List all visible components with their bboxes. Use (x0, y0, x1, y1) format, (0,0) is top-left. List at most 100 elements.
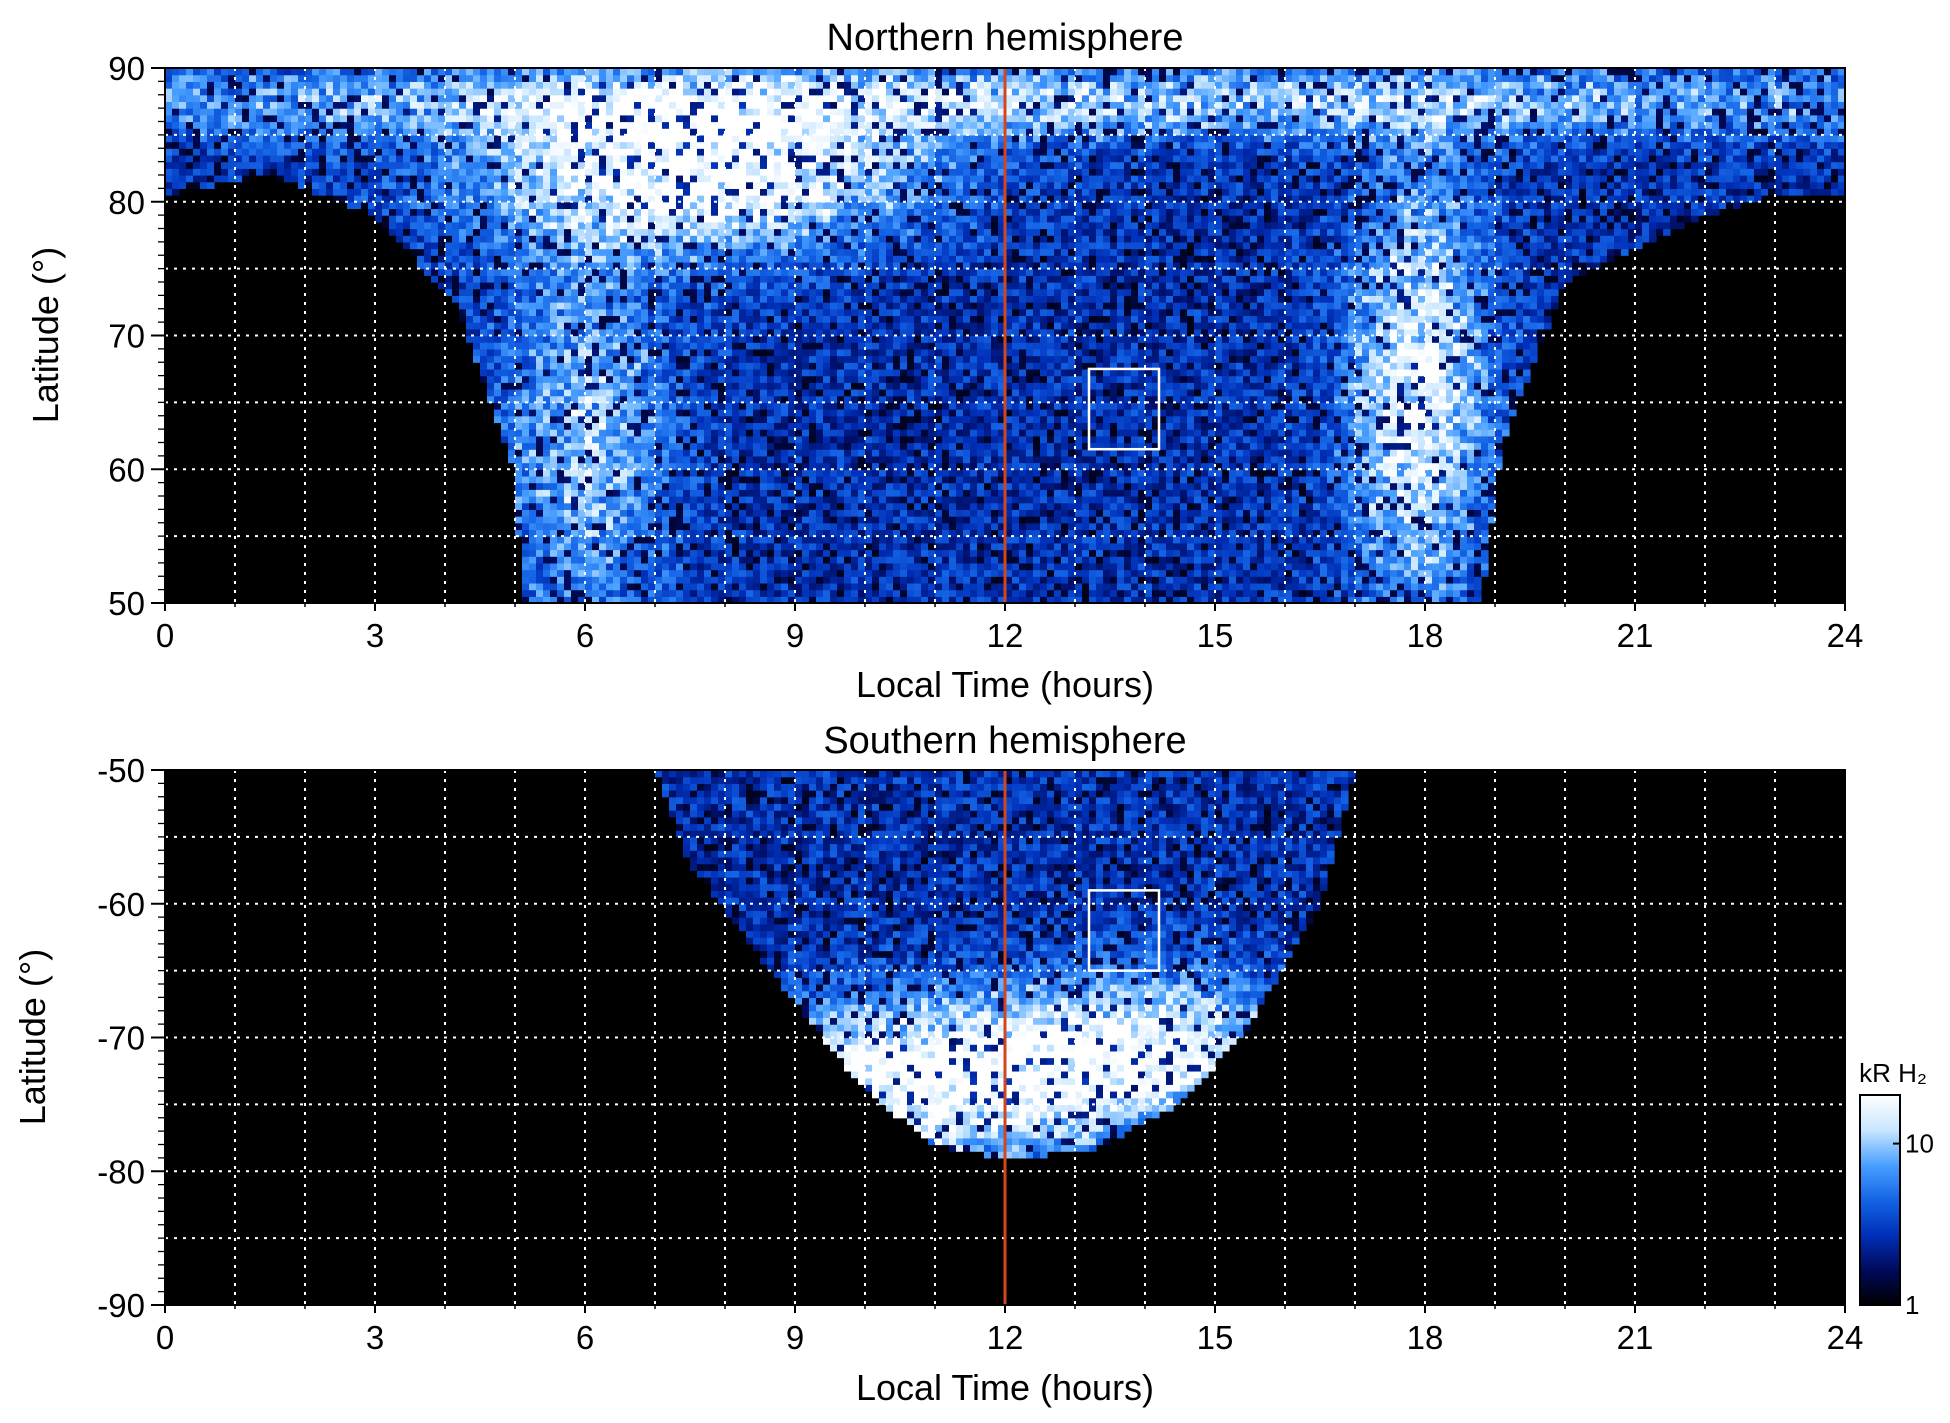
heat-cell (802, 282, 810, 290)
heat-cell (620, 141, 628, 149)
heat-cell (648, 522, 656, 531)
heat-cell (732, 582, 740, 591)
heat-cell (662, 241, 670, 250)
heat-cell (613, 455, 621, 464)
heat-cell (501, 315, 509, 323)
heat-cell (837, 509, 845, 517)
heat-cell (739, 302, 747, 310)
heat-cell (585, 261, 593, 270)
heat-cell (431, 228, 439, 236)
heat-cell (627, 569, 635, 577)
heat-cell (816, 101, 824, 109)
heat-cell (165, 175, 173, 183)
heat-cell (340, 175, 348, 183)
heat-cell (494, 402, 502, 410)
heat-cell (431, 94, 439, 103)
heat-cell (795, 148, 803, 156)
heat-cell (739, 389, 747, 397)
heat-cell (613, 469, 621, 477)
heat-cell (767, 121, 775, 129)
heat-cell (774, 348, 782, 357)
heat-cell (746, 295, 754, 303)
heat-cell (487, 235, 495, 243)
heat-cell (753, 154, 761, 163)
heat-cell (361, 108, 369, 116)
heat-cell (725, 556, 733, 564)
heat-cell (683, 161, 691, 169)
heat-cell (606, 509, 614, 517)
heat-cell (466, 74, 474, 82)
heat-cell (368, 181, 376, 189)
heat-cell (711, 435, 719, 444)
heat-cell (242, 68, 250, 76)
heat-cell (774, 315, 782, 323)
heat-cell (739, 215, 747, 223)
heat-cell (704, 121, 712, 129)
heat-cell (200, 101, 208, 109)
heat-cell (235, 94, 243, 103)
heat-cell (550, 489, 558, 497)
heat-cell (739, 121, 747, 129)
heat-cell (361, 114, 369, 123)
heat-cell (767, 282, 775, 290)
heat-cell (816, 516, 824, 524)
heat-cell (284, 94, 292, 103)
heat-cell (592, 342, 600, 350)
heat-cell (774, 395, 782, 403)
heat-cell (165, 74, 173, 82)
heat-cell (578, 201, 586, 210)
heat-cell (410, 108, 418, 116)
heat-cell (655, 74, 663, 82)
heat-cell (718, 88, 726, 96)
heat-cell (564, 442, 572, 450)
heat-cell (788, 462, 796, 470)
heat-cell (690, 375, 698, 383)
heat-cell (480, 288, 488, 296)
heat-cell (718, 322, 726, 330)
heat-cell (760, 228, 768, 236)
heat-cell (781, 449, 789, 457)
heat-cell (494, 175, 502, 183)
heat-cell (200, 68, 208, 76)
heat-cell (305, 68, 313, 76)
heat-cell (452, 208, 460, 216)
heat-cell (802, 509, 810, 517)
heat-cell (627, 556, 635, 564)
heat-cell (249, 108, 257, 116)
heat-cell (767, 195, 775, 203)
heat-cell (788, 442, 796, 450)
heat-cell (452, 261, 460, 270)
heat-cell (501, 355, 509, 363)
heat-cell (627, 68, 635, 76)
heat-cell (809, 168, 817, 176)
heat-cell (501, 348, 509, 357)
heat-cell (676, 409, 684, 417)
heat-cell (683, 315, 691, 323)
heat-cell (536, 489, 544, 497)
heat-cell (480, 188, 488, 196)
heat-cell (543, 154, 551, 163)
heat-cell (501, 108, 509, 116)
heat-cell (830, 195, 838, 203)
heat-cell (417, 241, 425, 250)
heat-cell (550, 496, 558, 504)
heat-cell (795, 342, 803, 350)
heat-cell (305, 114, 313, 123)
heat-cell (543, 101, 551, 109)
heat-cell (263, 74, 271, 82)
heat-cell (809, 134, 817, 143)
heat-cell (641, 362, 649, 370)
heat-cell (655, 362, 663, 370)
heat-cell (487, 161, 495, 169)
heat-cell (746, 148, 754, 156)
heat-cell (368, 101, 376, 109)
heat-cell (781, 282, 789, 290)
heat-cell (382, 188, 390, 196)
heat-cell (739, 395, 747, 403)
heat-cell (620, 175, 628, 183)
heat-cell (837, 375, 845, 383)
heat-cell (487, 168, 495, 176)
heat-cell (683, 489, 691, 497)
heat-cell (718, 522, 726, 531)
heat-cell (396, 181, 404, 189)
